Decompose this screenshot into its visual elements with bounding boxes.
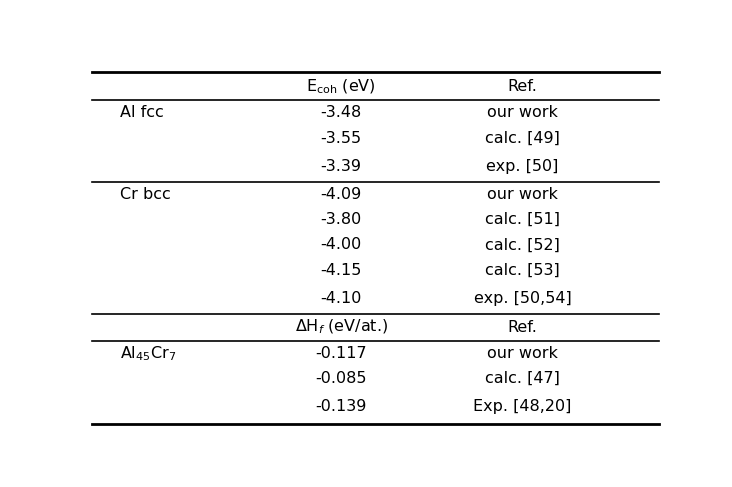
Text: calc. [51]: calc. [51]: [485, 212, 560, 227]
Text: calc. [53]: calc. [53]: [485, 262, 560, 278]
Text: -3.39: -3.39: [321, 159, 362, 174]
Text: calc. [49]: calc. [49]: [485, 131, 560, 146]
Text: Exp. [48,20]: Exp. [48,20]: [474, 399, 572, 414]
Text: our work: our work: [488, 346, 558, 361]
Text: -0.085: -0.085: [315, 371, 367, 386]
Text: -3.55: -3.55: [321, 131, 362, 146]
Text: exp. [50,54]: exp. [50,54]: [474, 291, 572, 306]
Text: Ref.: Ref.: [508, 79, 537, 94]
Text: our work: our work: [488, 187, 558, 202]
Text: Al fcc: Al fcc: [120, 106, 164, 120]
Text: -0.139: -0.139: [315, 399, 367, 414]
Text: our work: our work: [488, 106, 558, 120]
Text: Ref.: Ref.: [508, 320, 537, 335]
Text: -3.48: -3.48: [321, 106, 362, 120]
Text: calc. [47]: calc. [47]: [485, 371, 560, 386]
Text: exp. [50]: exp. [50]: [487, 159, 559, 174]
Text: Cr bcc: Cr bcc: [120, 187, 171, 202]
Text: -4.00: -4.00: [321, 237, 362, 252]
Text: Al$_{45}$Cr$_7$: Al$_{45}$Cr$_7$: [120, 344, 176, 363]
Text: -4.15: -4.15: [321, 262, 362, 278]
Text: -3.80: -3.80: [321, 212, 362, 227]
Text: calc. [52]: calc. [52]: [485, 237, 560, 252]
Text: -0.117: -0.117: [315, 346, 367, 361]
Text: -4.10: -4.10: [321, 291, 362, 306]
Text: ΔH$_f$ (eV/at.): ΔH$_f$ (eV/at.): [294, 318, 388, 337]
Text: -4.09: -4.09: [321, 187, 362, 202]
Text: E$_{\rm coh}$ (eV): E$_{\rm coh}$ (eV): [306, 78, 376, 96]
